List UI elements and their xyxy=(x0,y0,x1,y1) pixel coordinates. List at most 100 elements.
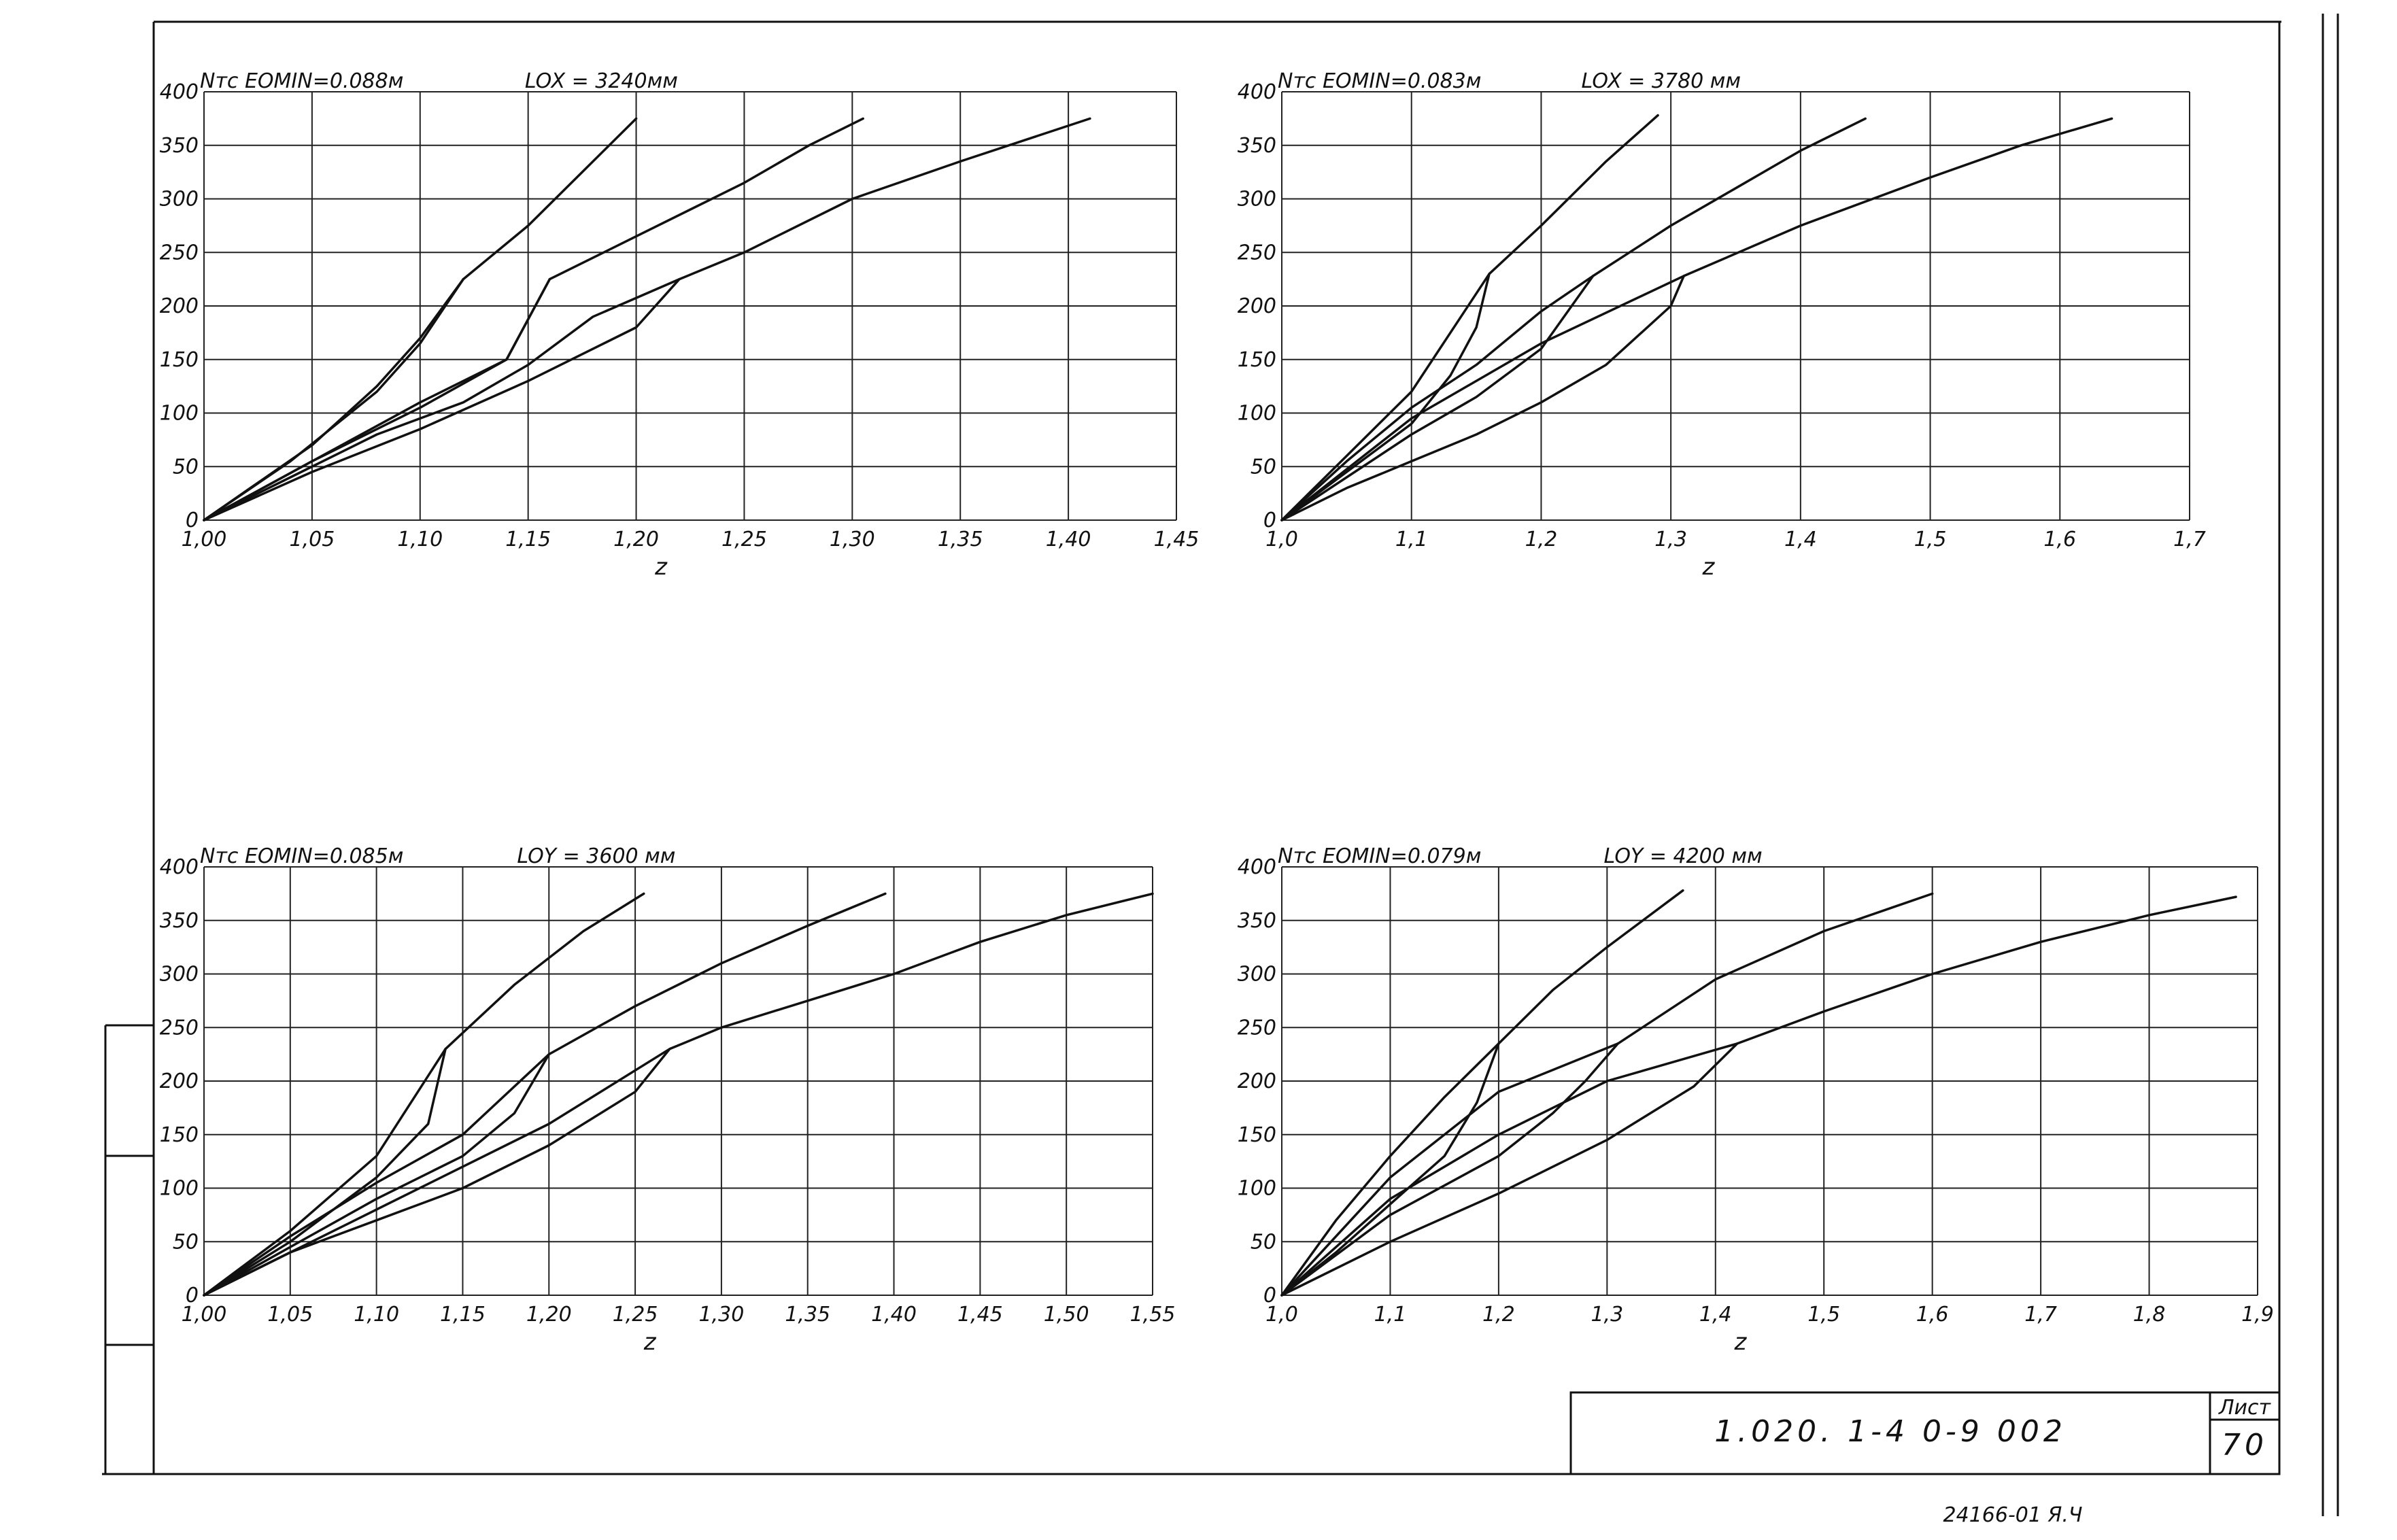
x-tick-label: 1,35 xyxy=(938,528,983,551)
series-curve-5 xyxy=(1280,1042,1500,1297)
x-tick-label: 1,2 xyxy=(1482,1303,1515,1327)
y-tick-label: 400 xyxy=(1238,80,1276,104)
series-curve-5 xyxy=(1280,273,1491,521)
y-tick-label: 0 xyxy=(186,1284,199,1307)
x-tick-label: 1,0 xyxy=(1265,1303,1298,1327)
y-tick-label: 300 xyxy=(1238,188,1276,211)
y-tick-label: 0 xyxy=(1263,509,1276,532)
series-curve-6 xyxy=(203,1053,551,1297)
y-tick-label: 0 xyxy=(1263,1284,1276,1307)
x-tick-label: 1,05 xyxy=(289,528,335,551)
chart-header-eomin: Nтс EOMIN=0.085м xyxy=(200,844,403,868)
x-tick-label: 1,00 xyxy=(182,528,227,551)
x-tick-label: 1,45 xyxy=(1154,528,1200,551)
x-tick-label: 1,5 xyxy=(1914,528,1947,551)
x-tick-label: 1,25 xyxy=(721,528,767,551)
x-tick-label: 1,05 xyxy=(267,1303,313,1327)
x-tick-label: 1,4 xyxy=(1784,528,1817,551)
series-curve-4 xyxy=(203,1048,671,1297)
chart-top-left: 1,00 1,05 1,10 1,15 1,20 1,25 1,30 1,35 1,40 1,45… xyxy=(160,69,1200,581)
series-curve-3 xyxy=(203,892,1154,1297)
y-tick-label: 300 xyxy=(160,963,199,987)
y-tick-label: 200 xyxy=(160,294,199,318)
x-tick-label: 1,4 xyxy=(1699,1303,1732,1327)
y-tick-label: 100 xyxy=(1238,402,1276,426)
y-tick-label: 50 xyxy=(1251,455,1276,479)
y-tick-label: 250 xyxy=(1238,241,1276,264)
x-tick-label: 1,6 xyxy=(1916,1303,1949,1327)
x-tick-label: 1,6 xyxy=(2043,528,2076,551)
x-tick-label: 1,35 xyxy=(785,1303,830,1327)
y-tick-label: 350 xyxy=(1238,909,1276,933)
series-curve-6 xyxy=(1280,275,1595,521)
y-tick-label: 300 xyxy=(160,188,199,211)
x-tick-label: 1,1 xyxy=(1374,1303,1407,1327)
x-tick-label: 1,50 xyxy=(1044,1303,1089,1327)
x-tick-label: 1,25 xyxy=(613,1303,658,1327)
y-tick-label: 350 xyxy=(160,909,199,933)
x-tick-label: 1,40 xyxy=(1046,528,1091,551)
x-tick-label: 1,30 xyxy=(830,528,875,551)
y-tick-label: 150 xyxy=(1238,1123,1276,1147)
series-curve-6 xyxy=(203,277,551,521)
x-tick-label: 1,00 xyxy=(182,1303,227,1327)
chart-header-length: LOY = 3600 мм xyxy=(517,844,675,868)
y-tick-label: 350 xyxy=(1238,134,1276,158)
y-tick-label: 0 xyxy=(186,509,199,532)
series-curve-6 xyxy=(1280,1042,1620,1297)
series-curve-3 xyxy=(203,117,1091,521)
y-tick-label: 100 xyxy=(160,402,199,426)
x-axis-label: z xyxy=(643,1329,657,1356)
y-tick-label: 50 xyxy=(1251,1230,1276,1254)
x-tick-label: 1,30 xyxy=(699,1303,745,1327)
x-tick-label: 1,1 xyxy=(1395,528,1428,551)
y-tick-label: 400 xyxy=(160,80,199,104)
x-tick-label: 1,40 xyxy=(871,1303,917,1327)
x-tick-label: 1,20 xyxy=(613,528,659,551)
x-tick-label: 1,15 xyxy=(440,1303,486,1327)
series-curve-3 xyxy=(1280,895,2237,1297)
y-tick-label: 250 xyxy=(160,1016,199,1040)
chart-bottom-right: 1,0 1,1 1,2 1,3 1,4 1,5 1,6 1,7 1,8 1,9 0 50 100 150 2… xyxy=(1238,844,2274,1356)
x-axis-label: z xyxy=(1702,553,1716,581)
chart-header-length: LOY = 4200 мм xyxy=(1604,844,1763,868)
chart-top-right: 1,0 1,1 1,2 1,3 1,4 1,5 1,6 1,7 0 50 100 150 200 250 3… xyxy=(1238,69,2206,581)
series-curve-3 xyxy=(1280,117,2113,521)
x-tick-label: 1,10 xyxy=(354,1303,399,1327)
series-curve-5 xyxy=(203,277,465,521)
x-axis-label: z xyxy=(1734,1329,1748,1356)
x-tick-label: 1,20 xyxy=(526,1303,572,1327)
y-tick-label: 150 xyxy=(160,348,199,372)
x-tick-label: 1,0 xyxy=(1265,528,1298,551)
y-tick-label: 200 xyxy=(160,1070,199,1093)
y-tick-label: 400 xyxy=(1238,855,1276,879)
y-tick-label: 100 xyxy=(1238,1177,1276,1201)
y-tick-label: 200 xyxy=(1238,294,1276,318)
x-tick-label: 1,5 xyxy=(1807,1303,1840,1327)
x-tick-label: 1,55 xyxy=(1130,1303,1176,1327)
chart-bottom-left: 1,00 1,05 1,10 1,15 1,20 1,25 1,30 1,35 1,40 1,45… xyxy=(160,844,1176,1356)
series-curve-2 xyxy=(203,892,887,1297)
y-tick-label: 250 xyxy=(1238,1016,1276,1040)
series-curve-5 xyxy=(203,1048,447,1297)
chart-header-eomin: Nтс EOMIN=0.088м xyxy=(200,69,403,93)
chart-header-eomin: Nтс EOMIN=0.083м xyxy=(1278,69,1481,93)
x-tick-label: 1,15 xyxy=(505,528,551,551)
y-tick-label: 50 xyxy=(173,1230,199,1254)
sheet-label: Лист xyxy=(2218,1396,2272,1420)
x-tick-label: 1,10 xyxy=(397,528,443,551)
x-tick-label: 1,2 xyxy=(1525,528,1558,551)
y-tick-label: 100 xyxy=(160,1177,199,1201)
y-tick-label: 350 xyxy=(160,134,199,158)
series-curve-2 xyxy=(203,117,864,521)
y-tick-label: 50 xyxy=(173,455,199,479)
chart-header-length: LOX = 3240мм xyxy=(525,69,678,93)
y-tick-label: 300 xyxy=(1238,963,1276,987)
y-tick-label: 400 xyxy=(160,855,199,879)
series-curve-1 xyxy=(1280,889,1684,1297)
x-tick-label: 1,8 xyxy=(2133,1303,2166,1327)
series-curve-1 xyxy=(203,892,645,1297)
y-tick-label: 250 xyxy=(160,241,199,264)
x-tick-label: 1,45 xyxy=(957,1303,1003,1327)
x-tick-label: 1,3 xyxy=(1654,528,1687,551)
